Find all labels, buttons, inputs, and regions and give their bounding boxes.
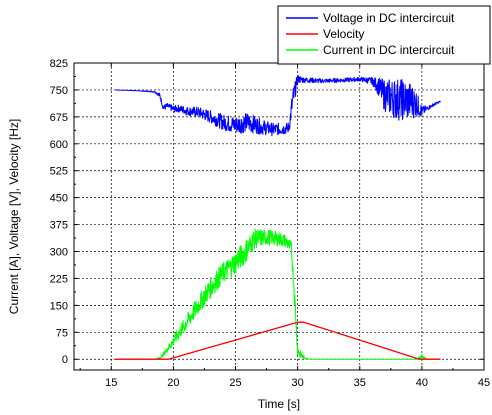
y-tick-label: 525 bbox=[50, 166, 68, 178]
y-tick-label: 750 bbox=[50, 85, 68, 97]
series-line-velocity bbox=[115, 321, 441, 360]
y-tick-label: 150 bbox=[50, 300, 68, 312]
x-tick-label: 25 bbox=[229, 377, 241, 389]
y-tick-label: 450 bbox=[50, 193, 68, 205]
y-tick-label: 0 bbox=[62, 354, 68, 366]
y-tick-label: 300 bbox=[50, 247, 68, 259]
y-tick-label: 825 bbox=[50, 58, 68, 70]
legend-label: Voltage in DC intercircuit bbox=[323, 11, 455, 25]
x-tick-label: 40 bbox=[416, 377, 428, 389]
x-tick-label: 30 bbox=[292, 377, 304, 389]
y-tick-label: 75 bbox=[56, 327, 68, 339]
legend-label: Current in DC intercircuit bbox=[323, 43, 455, 57]
y-tick-label: 375 bbox=[50, 220, 68, 232]
x-tick-label: 15 bbox=[105, 377, 117, 389]
grid-lines bbox=[74, 62, 484, 370]
series-line-current-in-dc-intercircuit bbox=[114, 228, 441, 360]
legend-label: Velocity bbox=[323, 27, 364, 41]
axis-ticks: 0 75 150 225 300 375 450 525 600 675 750 825 15 20 25 3… bbox=[50, 58, 490, 389]
x-tick-label: 35 bbox=[354, 377, 366, 389]
x-axis-label: Time [s] bbox=[258, 397, 300, 411]
y-tick-label: 675 bbox=[50, 112, 68, 124]
legend-box bbox=[277, 5, 491, 65]
legend: Voltage in DC intercircuit Velocity Curren… bbox=[277, 5, 491, 65]
x-tick-label: 45 bbox=[478, 377, 490, 389]
y-tick-label: 225 bbox=[50, 273, 68, 285]
y-tick-label: 600 bbox=[50, 139, 68, 151]
x-tick-label: 20 bbox=[167, 377, 179, 389]
series-lines bbox=[114, 75, 441, 360]
y-axis-label: Current [A], Voltage [V], Velocity [Hz] bbox=[7, 119, 21, 314]
series-line-voltage-in-dc-intercircuit bbox=[114, 75, 441, 137]
